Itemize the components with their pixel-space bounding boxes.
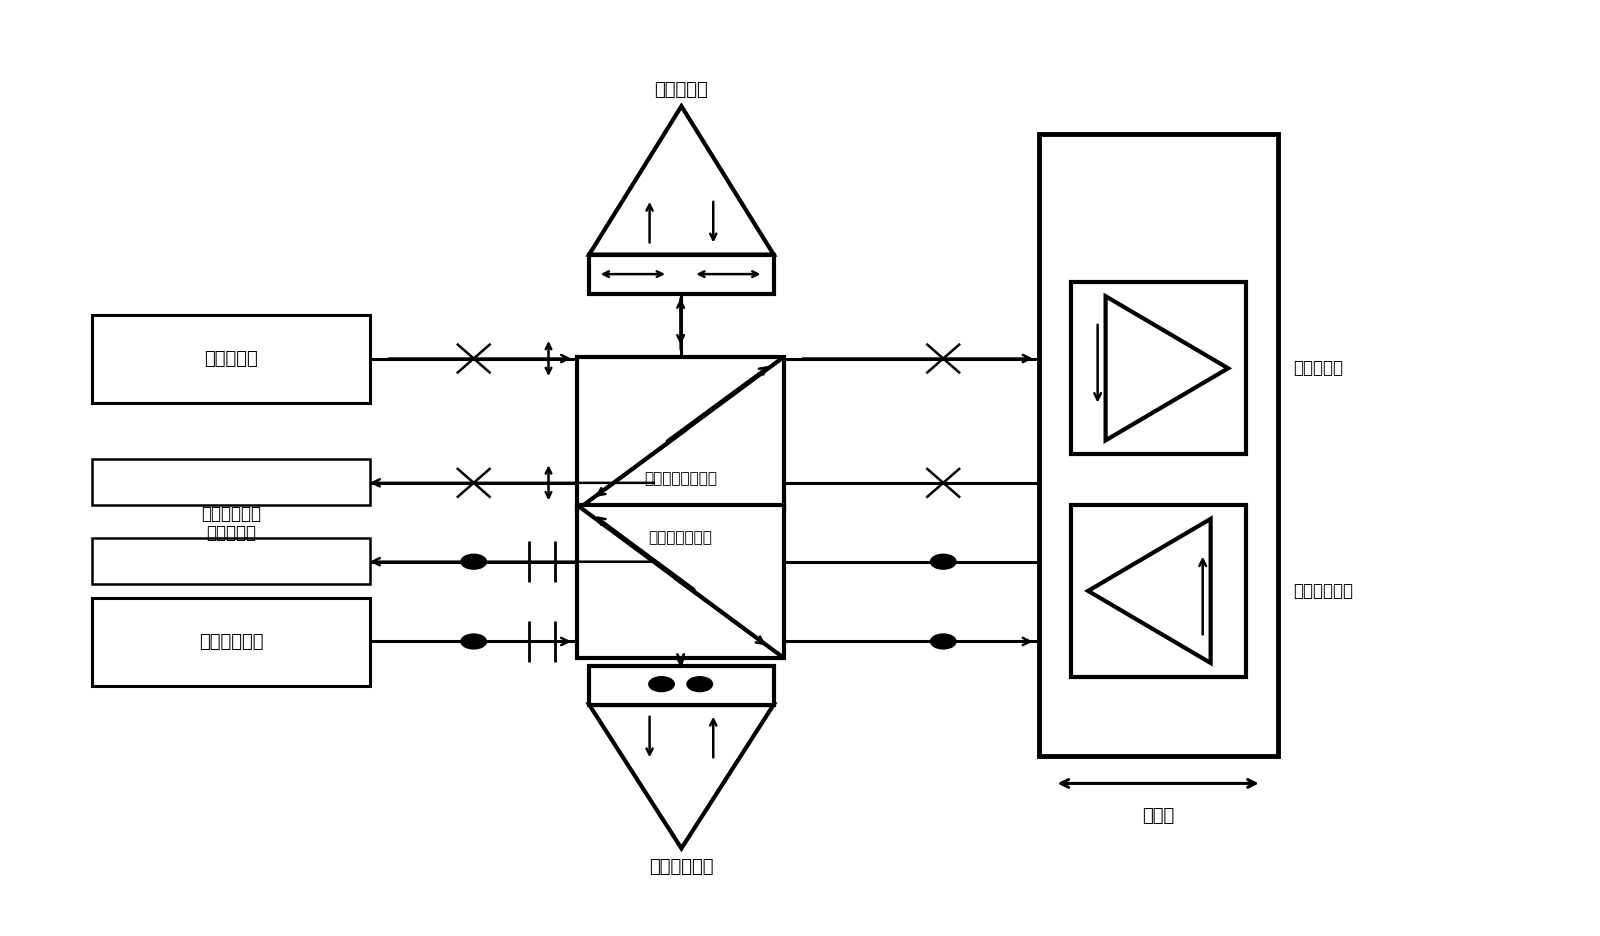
Bar [1070, 505, 1246, 677]
Bar [91, 314, 370, 403]
Circle shape [648, 677, 674, 692]
Text: 标准参考镜: 标准参考镜 [654, 80, 709, 98]
Circle shape [686, 677, 712, 692]
Text: 标准偏振分光镜: 标准偏振分光镜 [648, 530, 712, 545]
Circle shape [461, 554, 486, 569]
Text: 被校准偏振分光镜: 被校准偏振分光镜 [645, 472, 717, 487]
Circle shape [461, 634, 486, 649]
Bar [578, 505, 784, 658]
Circle shape [931, 634, 955, 649]
Bar [1038, 134, 1277, 755]
Text: 被校准参考镜: 被校准参考镜 [650, 858, 714, 876]
Text: 被校准测量镜: 被校准测量镜 [1293, 582, 1354, 600]
Text: 被校准激光器: 被校准激光器 [198, 633, 264, 651]
Bar [589, 665, 774, 705]
Text: 运动台: 运动台 [1142, 807, 1174, 825]
Bar [91, 537, 370, 584]
Text: 被校准接收器: 被校准接收器 [202, 505, 261, 523]
Bar [91, 598, 370, 686]
Bar [1070, 283, 1246, 454]
Bar [589, 255, 774, 294]
Circle shape [931, 554, 955, 569]
Bar [91, 459, 370, 505]
Bar [578, 357, 784, 510]
Text: 标准激光器: 标准激光器 [205, 350, 258, 368]
Text: 标准测量镜: 标准测量镜 [1293, 359, 1344, 377]
Text: 标准接收器: 标准接收器 [206, 524, 256, 542]
